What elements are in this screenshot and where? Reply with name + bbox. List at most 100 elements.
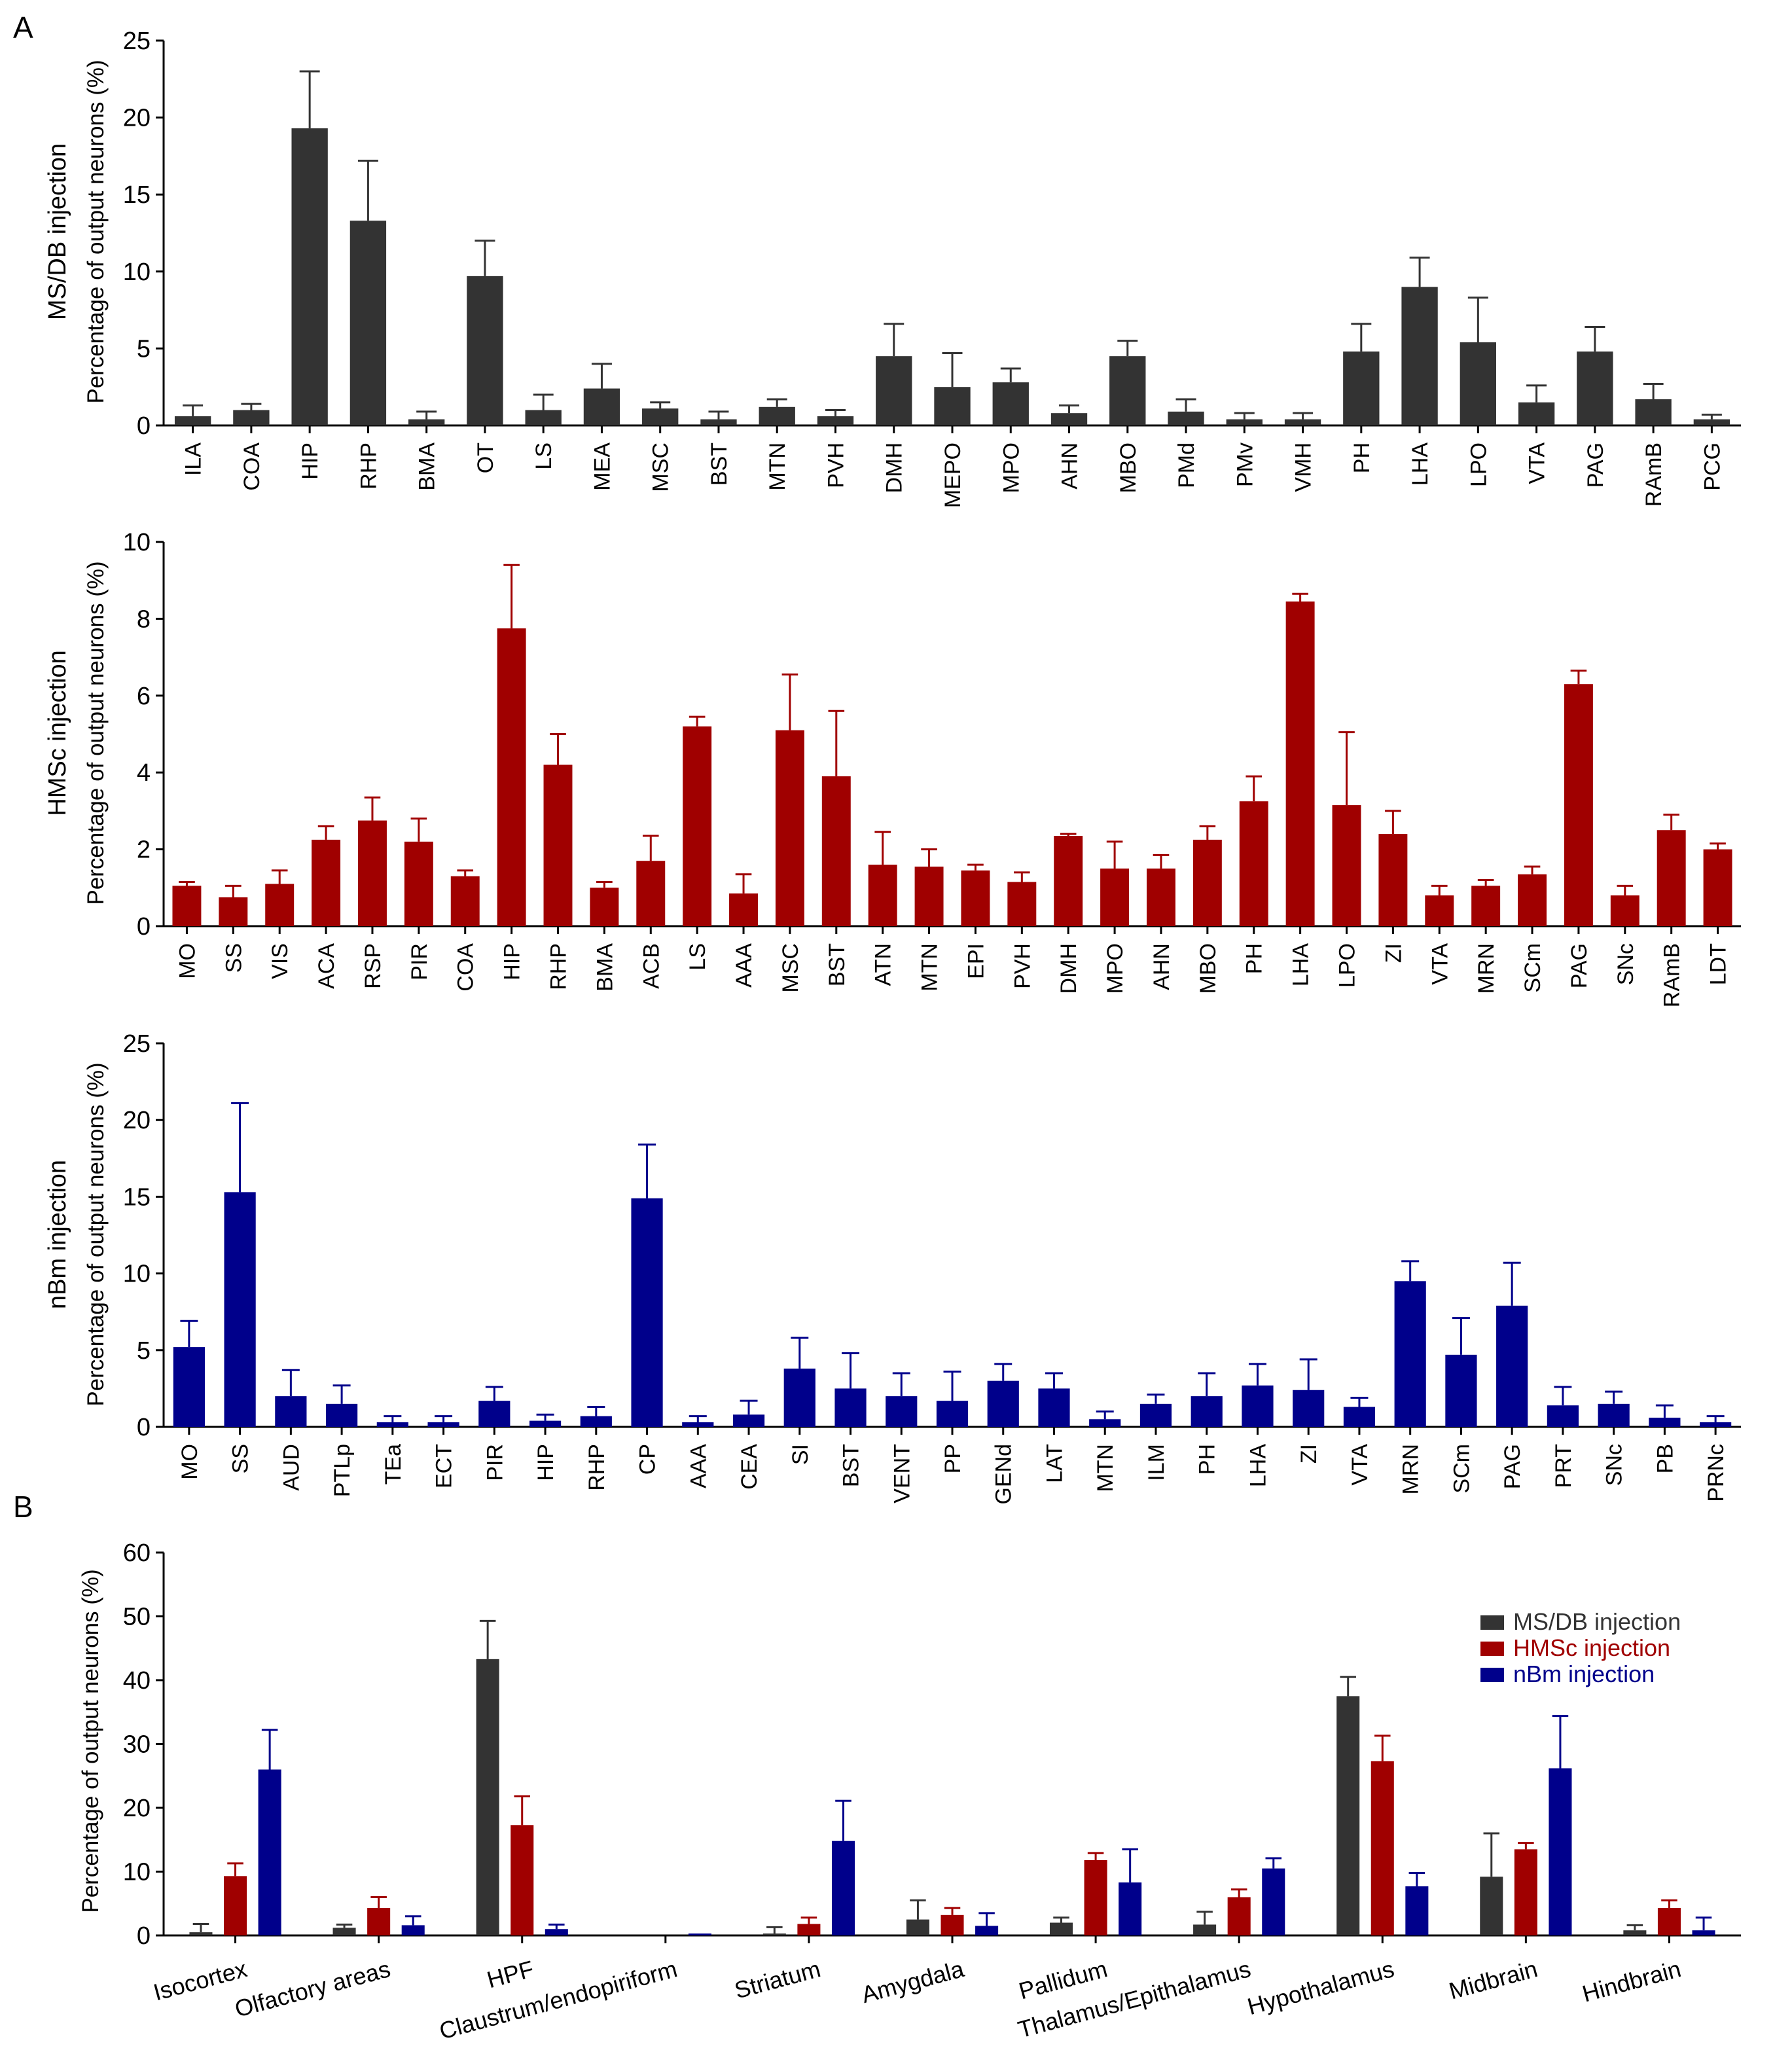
y-tick-label: 5 — [137, 1337, 151, 1365]
x-tick-label: RAmB — [1641, 442, 1666, 507]
bar — [189, 1932, 213, 1935]
bar — [450, 876, 480, 926]
bar — [1514, 1849, 1537, 1935]
x-tick-label: OT — [473, 442, 498, 473]
bar — [1146, 868, 1175, 926]
bar — [1610, 895, 1640, 926]
y-tick-label: 40 — [123, 1667, 151, 1695]
x-tick-label: PAG — [1567, 943, 1592, 988]
x-tick-label: PP — [941, 1444, 965, 1473]
panel-msdb: A MS/DB injection Percentage of output n… — [13, 10, 1741, 508]
bar — [497, 628, 526, 926]
bar — [1242, 1385, 1274, 1427]
bar — [376, 1422, 408, 1427]
x-tick-label: DMH — [882, 442, 907, 493]
x-tick-label: COA — [454, 943, 478, 992]
x-tick-label: RHP — [356, 442, 381, 490]
x-tick-label: VIS — [268, 943, 293, 979]
bar — [961, 870, 990, 926]
x-tick-label: HPF — [484, 1955, 537, 1993]
panel-label-b: B — [13, 1490, 33, 1524]
legend-label-hmsc: HMSc injection — [1513, 1634, 1670, 1661]
bar — [1577, 351, 1613, 425]
bar — [821, 776, 851, 926]
x-tick-label: PRNc — [1704, 1444, 1729, 1502]
bar — [1100, 868, 1130, 926]
x-tick-label: CEA — [737, 1444, 762, 1490]
bar — [987, 1380, 1019, 1427]
bar — [1343, 351, 1380, 425]
bar — [1371, 1761, 1394, 1935]
x-tick-label: PH — [1195, 1444, 1220, 1475]
bar — [1193, 1924, 1217, 1935]
y-tick-label: 50 — [123, 1604, 151, 1631]
bar — [590, 888, 619, 926]
bar — [265, 884, 295, 926]
bar — [775, 730, 804, 926]
y-tick-label: 8 — [137, 605, 151, 633]
x-tick-label: VENT — [889, 1444, 914, 1503]
x-tick-label: DMH — [1056, 943, 1081, 994]
bar — [1518, 402, 1555, 425]
bar — [1192, 839, 1222, 926]
bar — [797, 1924, 821, 1935]
x-tick-label: ZI — [1297, 1444, 1321, 1464]
bar — [357, 820, 387, 926]
bar — [1054, 836, 1083, 926]
bar — [219, 897, 248, 926]
x-tick-label: MEA — [590, 442, 615, 491]
bar — [700, 419, 737, 425]
bar — [914, 867, 944, 926]
legend: MS/DB injection HMSc injection nBm injec… — [1480, 1608, 1681, 1687]
x-tick-label: MRN — [1474, 943, 1499, 994]
bar — [906, 1919, 929, 1935]
x-tick-label: SS — [228, 1444, 253, 1473]
x-tick-label: Hindbrain — [1579, 1955, 1683, 2007]
bar — [1405, 1886, 1429, 1935]
x-tick-label: Hypothalamus — [1244, 1955, 1397, 2020]
bar — [1191, 1396, 1223, 1427]
bar — [1518, 874, 1547, 926]
x-tick-label: MTN — [918, 943, 942, 992]
x-tick-label: BST — [707, 442, 732, 486]
bar — [1401, 287, 1438, 425]
legend-swatch-msdb — [1480, 1615, 1504, 1630]
bar — [783, 1368, 815, 1427]
bar — [1084, 1860, 1107, 1935]
bar — [545, 1929, 568, 1935]
bar — [1649, 1417, 1681, 1427]
bar — [173, 1347, 205, 1427]
panel-b: B Percentage of output neurons (%) 0 10 20… — [13, 1490, 1741, 2045]
hmsc-ylabel2: Percentage of output neurons (%) — [83, 561, 109, 905]
bar — [941, 1914, 964, 1935]
bar — [1657, 1908, 1681, 1935]
y-tick-label: 10 — [123, 529, 151, 556]
x-tick-label: PRT — [1551, 1444, 1576, 1488]
x-tick-label: RHP — [547, 943, 571, 990]
bar — [476, 1659, 499, 1935]
bar — [868, 865, 897, 926]
bar — [683, 726, 712, 926]
x-tick-label: SI — [788, 1444, 813, 1465]
bar — [1226, 419, 1263, 425]
bar — [1471, 886, 1501, 926]
bar — [1657, 830, 1686, 926]
bar — [1119, 1882, 1142, 1935]
x-tick-label: ATN — [871, 943, 896, 986]
bar — [688, 1933, 711, 1935]
x-tick-label: COA — [240, 442, 264, 491]
x-tick-label: AHN — [1058, 442, 1083, 490]
bar — [349, 221, 387, 425]
x-tick-label: PMv — [1232, 442, 1257, 487]
bar — [291, 128, 328, 425]
bar — [1038, 1388, 1070, 1427]
bar — [401, 1925, 425, 1935]
x-tick-label: Claustrum/endopiriform — [437, 1955, 680, 2044]
bar — [1460, 342, 1497, 425]
bar — [831, 1841, 855, 1935]
bar — [1425, 895, 1454, 926]
x-tick-label: LS — [685, 943, 710, 971]
bar — [1635, 399, 1672, 425]
x-tick-label: PMd — [1174, 442, 1199, 488]
